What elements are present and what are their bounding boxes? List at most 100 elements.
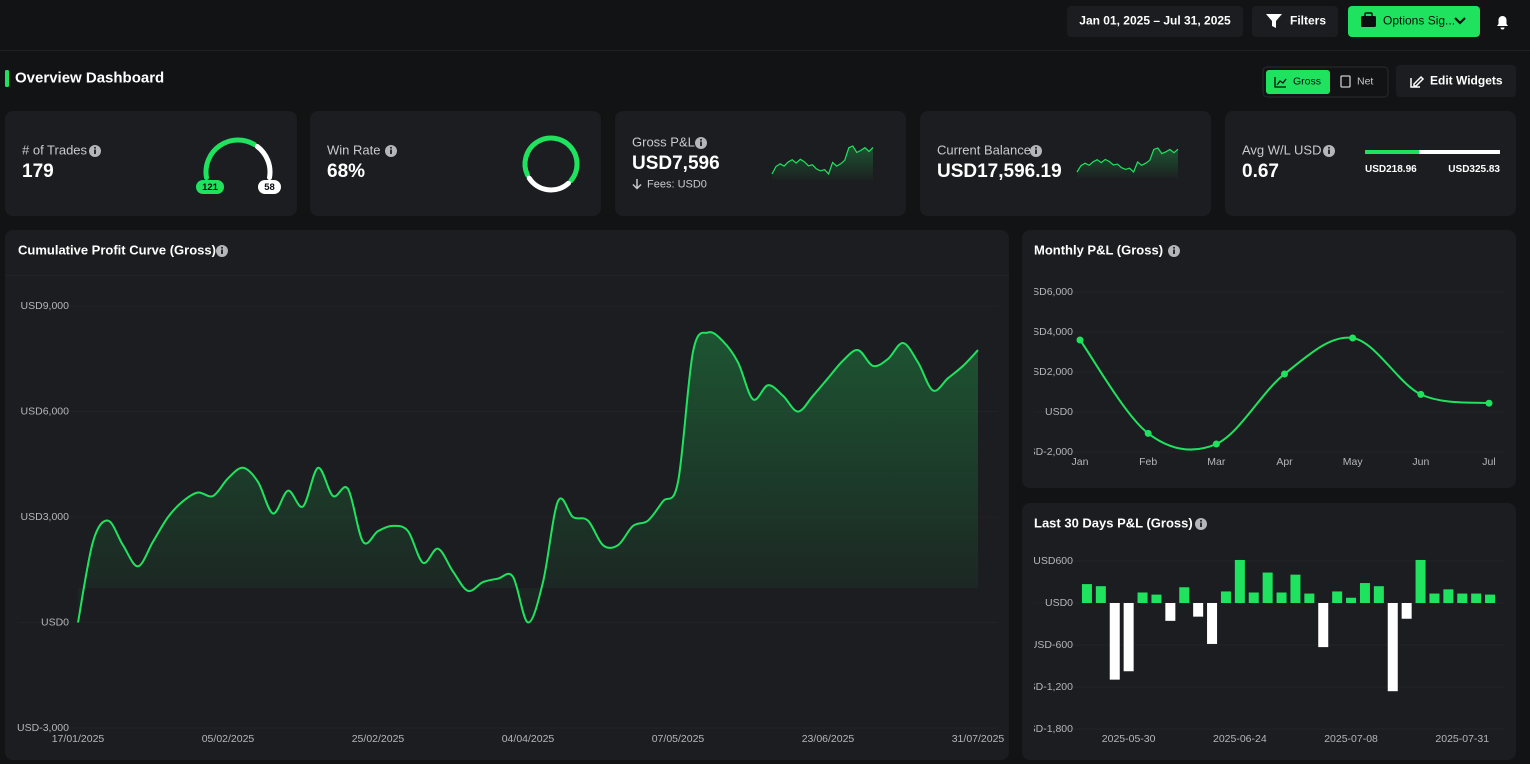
y-tick-label: USD9,000 — [21, 300, 70, 312]
balance-value: USD17,596.19 — [937, 161, 1062, 182]
bar — [1485, 594, 1496, 603]
sparkline-area — [772, 146, 873, 180]
info-icon-dot — [700, 138, 702, 141]
chevron-icon — [1454, 17, 1466, 25]
point — [1281, 370, 1288, 378]
chart: USD-1,800 USD-1,200 USD-600 USD0 USD600 2025-… — [1021, 555, 1505, 745]
avg-win-bar — [1365, 150, 1420, 154]
avg-wl-card — [1225, 111, 1516, 216]
y-tick-label: USD600 — [1033, 555, 1073, 567]
bar — [1318, 603, 1329, 648]
x-tick-label: 25/02/2025 — [352, 733, 405, 745]
y-tick-label: USD-1,200 — [1021, 681, 1073, 693]
bar — [1123, 603, 1134, 672]
trades-card — [5, 111, 297, 216]
bar — [1304, 593, 1315, 603]
bar — [1457, 593, 1468, 603]
trades-value: 179 — [22, 161, 54, 182]
date-range-button[interactable] — [1067, 6, 1243, 37]
bell-icon[interactable] — [1497, 16, 1508, 30]
gross-pnl-label: Gross P&L — [632, 134, 695, 149]
title-accent — [5, 70, 9, 87]
win-rate-value: 68% — [327, 161, 365, 182]
x-tick-label: Mar — [1207, 456, 1226, 468]
gross-pnl-card — [615, 111, 906, 216]
x-tick-label: 2025-07-31 — [1435, 733, 1489, 745]
x-tick-label: 2025-07-08 — [1324, 733, 1378, 745]
bar — [1276, 592, 1287, 603]
win-rate-arc — [522, 135, 580, 184]
info-icon-dot — [94, 146, 96, 149]
bar — [1081, 584, 1092, 603]
x-tick-label: Apr — [1276, 456, 1293, 468]
bar — [1290, 574, 1301, 603]
wins-badge — [196, 180, 224, 194]
bar — [1387, 603, 1398, 692]
point — [1144, 429, 1152, 437]
last30-title: Last 30 Days P&L (Gross) — [1034, 515, 1193, 530]
loss-rate-arc — [526, 175, 571, 193]
avg-wl-label: Avg W/L USD — [1242, 142, 1321, 157]
info-icon-glyph — [1173, 249, 1175, 254]
y-tick-label: USD-3,000 — [17, 722, 69, 734]
y-tick-label: USD0 — [1045, 406, 1073, 418]
x-tick-label: Feb — [1139, 456, 1157, 468]
account-button[interactable] — [1348, 6, 1480, 37]
area — [78, 332, 978, 623]
bar — [1095, 586, 1106, 603]
edit-widgets-button[interactable] — [1396, 65, 1516, 97]
info-icon-dot — [1328, 146, 1330, 149]
point — [1417, 390, 1425, 398]
info-icon-dot — [390, 146, 392, 149]
win-rate-label: Win Rate — [327, 142, 380, 157]
monthly-card — [1022, 230, 1516, 488]
point — [1349, 334, 1357, 342]
x-tick-label: 2025-06-24 — [1213, 733, 1267, 745]
point — [1076, 336, 1084, 344]
filter-icon — [1266, 14, 1282, 28]
x-tick-label: 04/04/2025 — [502, 733, 555, 745]
gauge-wins — [203, 137, 258, 181]
bar — [1165, 603, 1176, 621]
edit-icon — [1410, 75, 1425, 88]
sparkline-area — [1077, 148, 1178, 178]
bar — [1179, 587, 1190, 603]
fees: Fees: USD0 — [647, 178, 707, 190]
info-icon-glyph — [1200, 522, 1202, 527]
y-tick-label: USD-600 — [1030, 639, 1073, 651]
avg-wl-value: 0.67 — [1242, 161, 1279, 182]
info-icon-glyph — [700, 141, 702, 146]
sparkline — [1076, 147, 1179, 174]
bar — [1262, 572, 1273, 603]
wins-count: 121 — [202, 182, 219, 193]
y-tick-label: USD2,000 — [1025, 366, 1074, 378]
balance-label: Current Balance — [937, 142, 1031, 157]
info-icon-dot — [1035, 146, 1037, 149]
line — [77, 331, 979, 624]
avg-loss-bar — [1419, 150, 1500, 154]
x-tick-label: 07/05/2025 — [652, 733, 705, 745]
chart: USD-3,000 USD0 USD3,000 USD6,000 USD9,000 17/… — [17, 300, 1004, 745]
info-icon-glyph — [390, 149, 392, 154]
y-tick-label: USD4,000 — [1025, 326, 1074, 338]
gross-pnl-value: USD7,596 — [632, 153, 720, 174]
x-tick-label: Jan — [1072, 456, 1089, 468]
calculator-icon — [1340, 75, 1351, 88]
bar — [1207, 603, 1218, 644]
mode-gross-button[interactable] — [1266, 70, 1330, 94]
balance-card — [920, 111, 1211, 216]
info-icon-glyph — [94, 149, 96, 154]
losses-badge — [258, 180, 281, 194]
fees-arrow — [632, 179, 642, 190]
bar — [1248, 592, 1259, 603]
filters-button[interactable] — [1252, 6, 1338, 37]
avg-win-label: USD218.96 — [1365, 164, 1417, 175]
mode-net: Net — [1357, 75, 1373, 87]
chart: USD-2,000 USD0 USD2,000 USD4,000 USD6,000 Jan… — [1025, 286, 1505, 468]
x-tick-label: Jun — [1412, 456, 1429, 468]
mode-gross: Gross — [1293, 75, 1321, 87]
bar — [1151, 594, 1162, 603]
losses-count: 58 — [264, 182, 275, 193]
bar — [1373, 586, 1384, 603]
info-icon-glyph — [1035, 149, 1037, 154]
